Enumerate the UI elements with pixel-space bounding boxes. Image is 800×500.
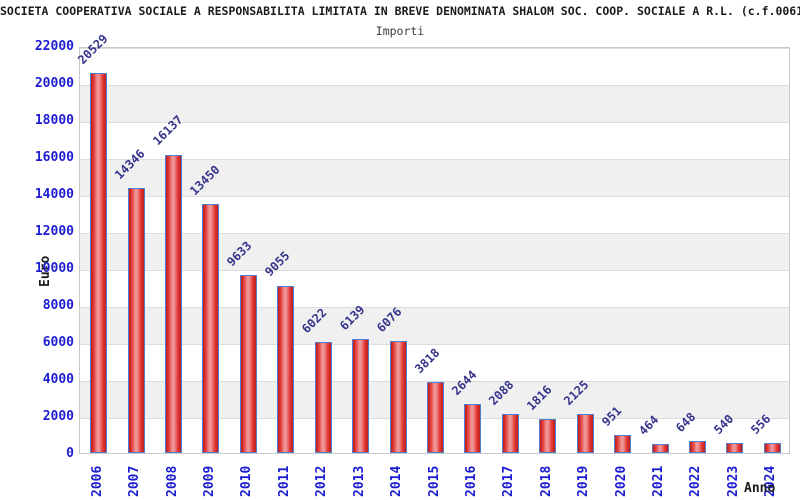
x-tick-label: 2009 [201, 465, 217, 497]
x-tick-label: 2023 [725, 465, 741, 497]
bar [688, 441, 706, 453]
y-tick-label: 6000 [42, 335, 74, 350]
y-tick-label: 20000 [34, 76, 74, 91]
bar [763, 442, 781, 453]
x-tick-label: 2011 [276, 465, 292, 497]
bar [239, 274, 257, 453]
bar [127, 187, 145, 453]
bar [314, 341, 332, 453]
y-tick-label: 8000 [42, 298, 74, 313]
y-tick-label: 16000 [34, 150, 74, 165]
x-tick-label: 2012 [314, 465, 330, 497]
bar [389, 340, 407, 453]
x-tick-label: 2013 [351, 465, 367, 497]
bar [614, 435, 632, 453]
bar [90, 73, 108, 453]
x-tick-label: 2017 [501, 465, 517, 497]
bar [202, 204, 220, 453]
plot-area: 20529 14346 16137 13450 9633 9055 6022 6139 6076… [75, 32, 790, 454]
bar [726, 443, 744, 453]
chart-title: SOCIETA COOPERATIVA SOCIALE A RESPONSABI… [0, 4, 800, 18]
bar [427, 382, 444, 453]
x-tick-label: 2021 [651, 465, 667, 497]
chart-subtitle: Importi [375, 24, 425, 38]
y-tick-label: 0 [66, 446, 74, 461]
x-tick-label: 2020 [613, 465, 629, 497]
x-tick-label: 2015 [426, 465, 442, 497]
y-tick-label: 2000 [42, 409, 74, 424]
y-tick-label: 12000 [34, 224, 74, 239]
bar [165, 154, 183, 453]
y-tick-label: 18000 [34, 113, 74, 128]
x-tick-label: 2022 [688, 465, 704, 497]
bar [464, 404, 482, 453]
y-tick-label: 14000 [34, 187, 74, 202]
x-tick-label: 2008 [164, 465, 180, 497]
x-axis-title: Anno [744, 481, 776, 496]
x-tick-label: 2019 [576, 465, 592, 497]
y-tick-label: 10000 [34, 261, 74, 276]
bar [539, 419, 557, 453]
x-tick-label: 2014 [389, 465, 405, 497]
x-tick-label: 2006 [89, 465, 105, 497]
bar [352, 339, 370, 453]
x-tick-label: 2010 [239, 465, 255, 497]
bar [501, 414, 519, 453]
bar [651, 444, 669, 453]
y-tick-label: 22000 [34, 39, 74, 54]
bar [277, 285, 295, 453]
bar [576, 413, 594, 453]
x-tick-label: 2016 [463, 465, 479, 497]
x-tick-label: 2018 [538, 465, 554, 497]
y-tick-label: 4000 [42, 372, 74, 387]
x-tick-label: 2007 [127, 465, 143, 497]
